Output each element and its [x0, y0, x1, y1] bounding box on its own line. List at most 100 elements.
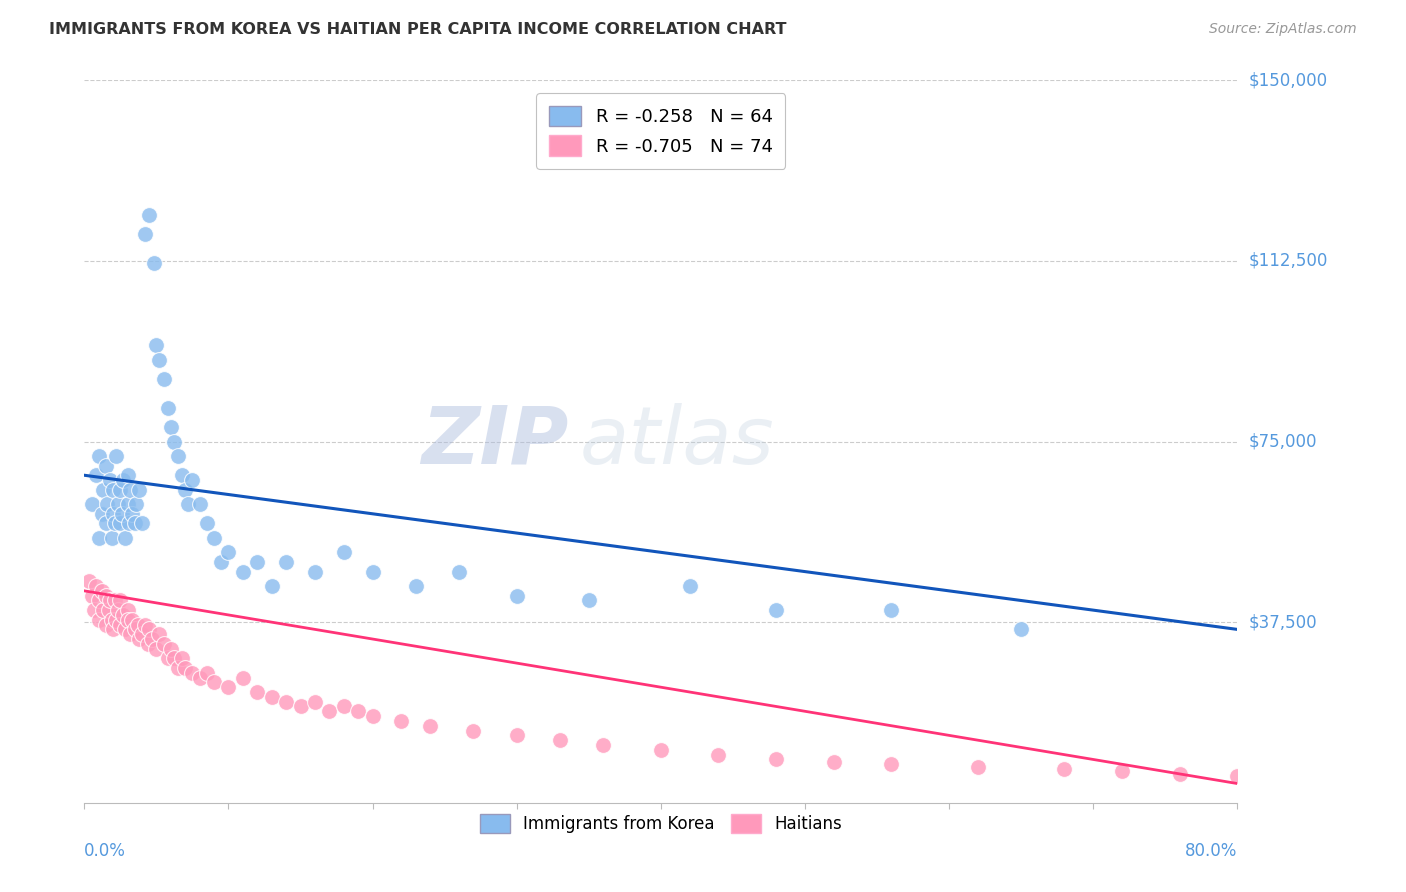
- Point: [117, 497, 139, 511]
- Point: [114, 623, 136, 637]
- Point: [103, 623, 124, 637]
- Point: [167, 449, 190, 463]
- Point: [1168, 767, 1191, 781]
- Point: [105, 449, 128, 463]
- Point: [506, 728, 529, 742]
- Point: [156, 651, 179, 665]
- Point: [120, 627, 142, 641]
- Point: [967, 760, 990, 774]
- Point: [195, 516, 218, 531]
- Point: [463, 723, 485, 738]
- Point: [181, 473, 204, 487]
- Point: [765, 603, 787, 617]
- Point: [134, 227, 156, 242]
- Point: [202, 675, 225, 690]
- Point: [131, 627, 153, 641]
- Point: [707, 747, 730, 762]
- Point: [172, 468, 194, 483]
- Point: [181, 665, 204, 680]
- Point: [209, 555, 232, 569]
- Point: [276, 695, 298, 709]
- Text: $150,000: $150,000: [1249, 71, 1327, 89]
- Text: $37,500: $37,500: [1249, 613, 1317, 632]
- Point: [94, 617, 117, 632]
- Point: [90, 583, 112, 598]
- Point: [141, 632, 163, 646]
- Point: [578, 593, 600, 607]
- Point: [1226, 769, 1249, 783]
- Point: [548, 733, 571, 747]
- Point: [391, 714, 413, 728]
- Point: [98, 473, 121, 487]
- Point: [87, 531, 110, 545]
- Point: [304, 695, 326, 709]
- Point: [80, 497, 103, 511]
- Point: [142, 256, 165, 270]
- Point: [96, 497, 118, 511]
- Point: [148, 352, 170, 367]
- Point: [419, 719, 441, 733]
- Point: [172, 651, 194, 665]
- Point: [136, 637, 159, 651]
- Point: [127, 617, 149, 632]
- Point: [87, 593, 110, 607]
- Point: [188, 671, 211, 685]
- Point: [333, 699, 356, 714]
- Point: [160, 420, 183, 434]
- Text: Source: ZipAtlas.com: Source: ZipAtlas.com: [1209, 22, 1357, 37]
- Point: [405, 579, 427, 593]
- Point: [152, 637, 174, 651]
- Point: [152, 372, 174, 386]
- Point: [1010, 623, 1032, 637]
- Point: [145, 338, 167, 352]
- Point: [110, 593, 132, 607]
- Point: [103, 483, 124, 497]
- Point: [174, 661, 197, 675]
- Text: 80.0%: 80.0%: [1185, 842, 1237, 860]
- Point: [80, 589, 103, 603]
- Point: [246, 685, 269, 699]
- Point: [232, 671, 254, 685]
- Point: [188, 497, 211, 511]
- Point: [94, 589, 117, 603]
- Legend: Immigrants from Korea, Haitians: Immigrants from Korea, Haitians: [471, 805, 851, 841]
- Point: [318, 704, 340, 718]
- Point: [131, 516, 153, 531]
- Text: 0.0%: 0.0%: [84, 842, 127, 860]
- Point: [177, 497, 200, 511]
- Point: [121, 507, 143, 521]
- Point: [174, 483, 197, 497]
- Point: [128, 632, 150, 646]
- Point: [110, 516, 132, 531]
- Point: [260, 690, 283, 704]
- Point: [202, 531, 225, 545]
- Point: [98, 593, 121, 607]
- Point: [361, 709, 384, 723]
- Point: [84, 468, 107, 483]
- Point: [163, 434, 186, 449]
- Point: [94, 458, 117, 473]
- Point: [112, 473, 135, 487]
- Point: [105, 613, 128, 627]
- Point: [823, 755, 845, 769]
- Point: [103, 507, 124, 521]
- Point: [156, 401, 179, 415]
- Point: [87, 449, 110, 463]
- Point: [118, 516, 141, 531]
- Point: [679, 579, 702, 593]
- Text: atlas: atlas: [581, 402, 775, 481]
- Point: [145, 641, 167, 656]
- Point: [347, 704, 370, 718]
- Point: [260, 579, 283, 593]
- Point: [218, 680, 240, 694]
- Point: [90, 507, 112, 521]
- Point: [104, 593, 127, 607]
- Point: [506, 589, 529, 603]
- Point: [100, 613, 122, 627]
- Point: [112, 607, 135, 622]
- Point: [163, 651, 186, 665]
- Point: [107, 603, 129, 617]
- Point: [94, 516, 117, 531]
- Point: [100, 531, 122, 545]
- Text: $75,000: $75,000: [1249, 433, 1317, 450]
